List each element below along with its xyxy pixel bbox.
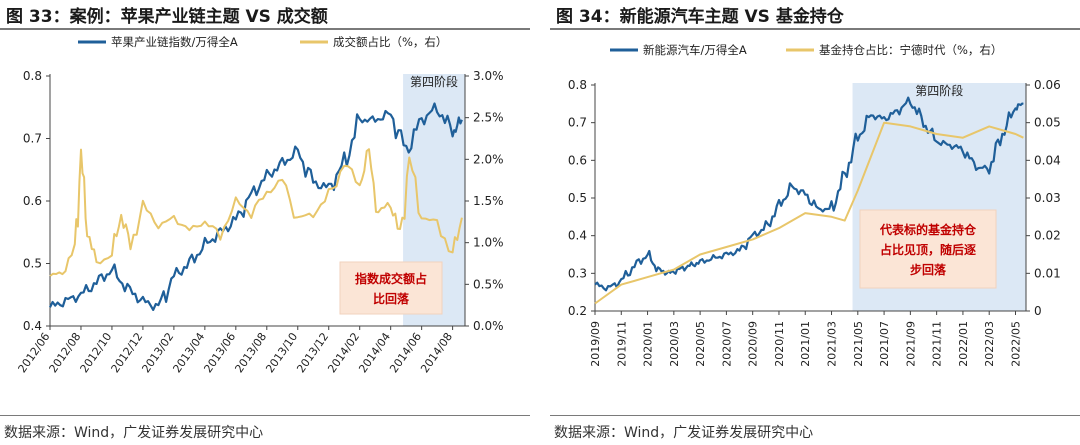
x-tick-label: 2022/03	[983, 321, 996, 367]
left-tick-label: 0.5	[568, 191, 587, 205]
left-tick-label: 0.3	[568, 266, 587, 280]
left-tick-label: 0.8	[23, 69, 42, 83]
x-tick-label: 2020/03	[668, 321, 681, 367]
legend-label: 基金持仓占比：宁德时代（%，右）	[819, 43, 1002, 57]
x-tick-label: 2021/01	[799, 321, 812, 367]
left-tick-label: 0.8	[568, 78, 587, 92]
x-tick-label: 2020/11	[773, 321, 786, 367]
left-tick-label: 0.4	[568, 229, 587, 243]
right-tick-label: 0.03	[1034, 191, 1061, 205]
right-tick-label: 0.0%	[473, 319, 504, 333]
highlight-label: 第四阶段	[410, 74, 458, 89]
source-note: 数据来源：Wind，广发证券发展研究中心	[4, 425, 264, 441]
right-tick-label: 1.0%	[473, 236, 504, 250]
x-tick-label: 2020/09	[747, 321, 760, 367]
annotation-text: 步回落	[910, 262, 947, 277]
chart-panel-right: 图 34：新能源汽车主题 VS 基金持仓 第四阶段 0.2 0.3 0.4 0.5 0.6…	[550, 0, 1080, 445]
x-tick-label: 2019/09	[589, 321, 602, 367]
x-tick-label: 2019/11	[615, 321, 628, 367]
right-tick-label: 0.01	[1034, 266, 1061, 280]
legend-label: 苹果产业链指数/万得全A	[111, 35, 238, 49]
x-tick-label: 2021/09	[904, 321, 917, 367]
legend-label: 成交额占比（%，右）	[333, 35, 447, 49]
source-rule	[550, 415, 1080, 416]
series-line	[594, 121, 1024, 305]
left-tick-label: 0.2	[568, 304, 587, 318]
chart-33: 第四阶段 0.4 0.5 0.6 0.7 0.8 0.0% 0.5% 1.0% 1.5% 2.0% 2…	[16, 35, 504, 375]
left-tick-label: 0.6	[23, 194, 42, 208]
legend-label: 新能源汽车/万得全A	[643, 43, 747, 57]
right-tick-label: 0.06	[1034, 78, 1061, 92]
right-tick-label: 2.0%	[473, 152, 504, 166]
left-tick-label: 0.6	[568, 153, 587, 167]
right-tick-label: 0.02	[1034, 229, 1061, 243]
annotation-box	[859, 209, 997, 289]
figure-title: 图 34：新能源汽车主题 VS 基金持仓	[556, 7, 844, 27]
highlight-label: 第四阶段	[915, 83, 963, 98]
right-tick-label: 0	[1034, 304, 1042, 318]
right-tick-label: 0.05	[1034, 116, 1061, 130]
annotation-text: 占比见顶，随后逐	[880, 242, 976, 257]
series-line	[49, 102, 463, 311]
left-tick-label: 0.7	[568, 116, 587, 130]
x-tick-label: 2020/07	[720, 321, 733, 367]
source-rule	[0, 415, 530, 416]
x-tick-label: 2014/08	[418, 330, 455, 375]
x-tick-label: 2020/01	[642, 321, 655, 367]
series-line	[594, 96, 1024, 292]
right-tick-label: 2.5%	[473, 111, 504, 125]
title-rule	[0, 28, 530, 30]
title-rule	[550, 28, 1080, 30]
x-tick-label: 2020/05	[694, 321, 707, 367]
annotation-text: 指数成交额占	[355, 271, 427, 286]
figure-title: 图 33：案例：苹果产业链主题 VS 成交额	[6, 7, 328, 27]
right-tick-label: 3.0%	[473, 69, 504, 83]
right-tick-label: 0.5%	[473, 277, 504, 291]
left-tick-label: 0.5	[23, 257, 42, 271]
annotation-text: 比回落	[373, 291, 410, 306]
source-note: 数据来源：Wind，广发证券发展研究中心	[554, 425, 814, 441]
x-tick-label: 2022/01	[957, 321, 970, 367]
x-tick-label: 2021/03	[826, 321, 839, 367]
annotation-box	[339, 261, 443, 315]
annotation-text: 代表标的基金持仓	[879, 222, 977, 237]
left-tick-label: 0.4	[23, 319, 42, 333]
chart-34: 第四阶段 0.2 0.3 0.4 0.5 0.6 0.7 0.8 0 0.01 0.02 0.03 0.…	[568, 43, 1061, 367]
x-tick-label: 2021/05	[852, 321, 865, 367]
left-tick-label: 0.7	[23, 132, 42, 146]
x-tick-label: 2022/05	[1009, 321, 1022, 367]
series-line	[49, 148, 463, 277]
right-tick-label: 0.04	[1034, 153, 1061, 167]
chart-panel-left: 图 33：案例：苹果产业链主题 VS 成交额 第四阶段 0.4 0.5 0.6 0.7 0…	[0, 0, 530, 445]
right-tick-label: 1.5%	[473, 194, 504, 208]
x-tick-label: 2021/07	[878, 321, 891, 367]
x-tick-label: 2021/11	[931, 321, 944, 367]
